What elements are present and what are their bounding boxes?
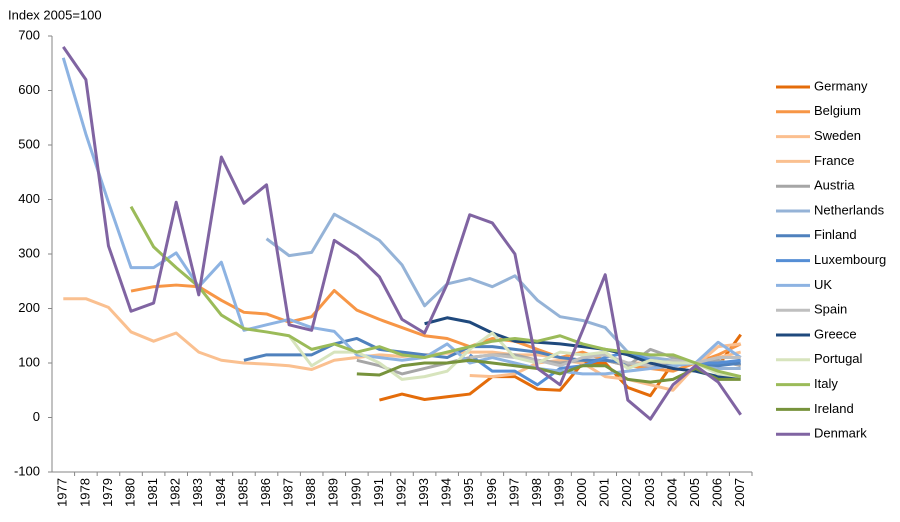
x-tick-label: 1987 <box>281 478 296 507</box>
x-tick-label: 1978 <box>77 478 92 507</box>
x-tick-label: 1979 <box>100 478 115 507</box>
y-tick-label: 400 <box>18 191 40 206</box>
series-line <box>62 46 742 421</box>
series-line <box>130 283 742 373</box>
legend-label: UK <box>814 277 832 292</box>
legend-label: Italy <box>814 376 838 391</box>
legend-label: Luxembourg <box>814 252 886 267</box>
x-tick-label: 2006 <box>710 478 725 507</box>
series-line <box>287 331 741 381</box>
y-tick-label: 600 <box>18 82 40 97</box>
legend-label: Spain <box>814 302 847 317</box>
chart-title: Index 2005=100 <box>8 7 102 22</box>
y-tick-label: 100 <box>18 354 40 369</box>
x-tick-label: 1990 <box>348 478 363 507</box>
legend-label: Portugal <box>814 351 863 366</box>
legend-label: Greece <box>814 326 857 341</box>
x-tick-label: 1986 <box>258 478 273 507</box>
x-tick-label: 1988 <box>303 478 318 507</box>
x-tick-label: 1985 <box>235 478 250 507</box>
x-tick-label: 1993 <box>416 478 431 507</box>
x-tick-label: 2003 <box>642 478 657 507</box>
y-tick-label: 300 <box>18 245 40 260</box>
x-tick-label: 1981 <box>145 478 160 507</box>
x-tick-label: 2002 <box>619 478 634 507</box>
x-tick-label: 1977 <box>55 478 70 507</box>
x-tick-label: 1998 <box>529 478 544 507</box>
x-tick-label: 1982 <box>168 478 183 507</box>
x-tick-label: 2007 <box>732 478 747 507</box>
y-tick-label: 0 <box>33 409 40 424</box>
legend-label: France <box>814 153 854 168</box>
x-tick-label: 1997 <box>506 478 521 507</box>
series-line <box>265 212 741 370</box>
legend-label: Finland <box>814 227 857 242</box>
legend-label: Belgium <box>814 103 861 118</box>
x-tick-label: 1999 <box>552 478 567 507</box>
series-line <box>61 57 742 376</box>
legend-label: Ireland <box>814 401 854 416</box>
y-tick-label: 700 <box>18 27 40 42</box>
legend-label: Netherlands <box>814 202 885 217</box>
legend-label: Sweden <box>814 128 861 143</box>
x-tick-label: 1996 <box>484 478 499 507</box>
series-line <box>129 205 742 379</box>
y-tick-label: -100 <box>14 463 40 478</box>
y-tick-label: 200 <box>18 300 40 315</box>
x-tick-label: 2001 <box>597 478 612 507</box>
x-tick-label: 1992 <box>393 478 408 507</box>
x-tick-label: 1983 <box>190 478 205 507</box>
x-tick-label: 1995 <box>461 478 476 507</box>
y-tick-label: 500 <box>18 136 40 151</box>
x-tick-label: 1994 <box>439 478 454 507</box>
x-tick-label: 1980 <box>122 478 137 507</box>
series-line <box>356 358 741 384</box>
x-tick-label: 2005 <box>687 478 702 507</box>
legend-label: Germany <box>814 78 868 93</box>
x-tick-label: 2000 <box>574 478 589 507</box>
x-tick-label: 2004 <box>664 478 679 507</box>
legend-label: Denmark <box>814 426 867 441</box>
x-tick-label: 1989 <box>326 478 341 507</box>
legend-label: Austria <box>814 178 855 193</box>
x-tick-label: 1984 <box>213 478 228 507</box>
x-tick-label: 1991 <box>371 478 386 507</box>
